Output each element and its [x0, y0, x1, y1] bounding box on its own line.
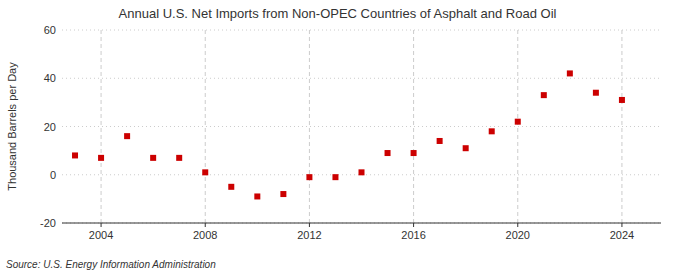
grid-line-x — [621, 30, 622, 223]
grid-line-y — [62, 78, 661, 79]
point — [254, 193, 260, 199]
x-tick-label: 2008 — [193, 229, 217, 241]
grid-line-x — [101, 30, 102, 223]
grid-line-x — [413, 30, 414, 223]
point — [515, 119, 521, 125]
point — [411, 150, 417, 156]
x-tick-label: 2020 — [506, 229, 530, 241]
point — [98, 155, 104, 161]
title: Annual U.S. Net Imports from Non-OPEC Co… — [119, 6, 557, 21]
y-tick-label: 0 — [50, 169, 56, 181]
point — [359, 169, 365, 175]
grid-line-y — [62, 223, 661, 224]
x-tick-label: 2012 — [297, 229, 321, 241]
grid — [62, 30, 661, 223]
x-tick — [205, 223, 206, 227]
x-tick — [413, 223, 414, 227]
x-tick — [517, 223, 518, 227]
point — [593, 90, 599, 96]
grid-line-x — [205, 30, 206, 223]
point — [332, 174, 338, 180]
point — [72, 152, 78, 158]
point — [280, 191, 286, 197]
x-tick-label: 2024 — [610, 229, 634, 241]
x-tick — [309, 223, 310, 227]
y-tick-label: 40 — [44, 72, 56, 84]
point — [567, 70, 573, 76]
point — [619, 97, 625, 103]
y-axis: -20 0 20 40 60 — [40, 24, 56, 229]
point — [202, 169, 208, 175]
point — [437, 138, 443, 144]
points — [72, 70, 625, 199]
y-axis-label: Thousand Barrels per Day — [6, 62, 18, 191]
point — [463, 145, 469, 151]
x-axis: 2004 2008 2012 2016 2020 2024 — [89, 223, 634, 241]
x-axis-line — [62, 223, 661, 224]
point — [489, 128, 495, 134]
point — [541, 92, 547, 98]
y-tick-label: -20 — [40, 217, 56, 229]
x-tick — [621, 223, 622, 227]
grid-line-y — [62, 30, 661, 31]
x-tick-label: 2004 — [89, 229, 113, 241]
chart: Annual U.S. Net Imports from Non-OPEC Co… — [0, 0, 675, 275]
point — [228, 184, 234, 190]
point — [176, 155, 182, 161]
point — [150, 155, 156, 161]
y-tick-label: 20 — [44, 121, 56, 133]
x-tick-label: 2016 — [401, 229, 425, 241]
grid-line-x — [517, 30, 518, 223]
x-tick — [101, 223, 102, 227]
grid-line-y — [62, 126, 661, 127]
point — [385, 150, 391, 156]
grid-line-x — [309, 30, 310, 223]
point — [124, 133, 130, 139]
source: Source: U.S. Energy Information Administ… — [6, 259, 216, 270]
point — [306, 174, 312, 180]
y-tick-label: 60 — [44, 24, 56, 36]
